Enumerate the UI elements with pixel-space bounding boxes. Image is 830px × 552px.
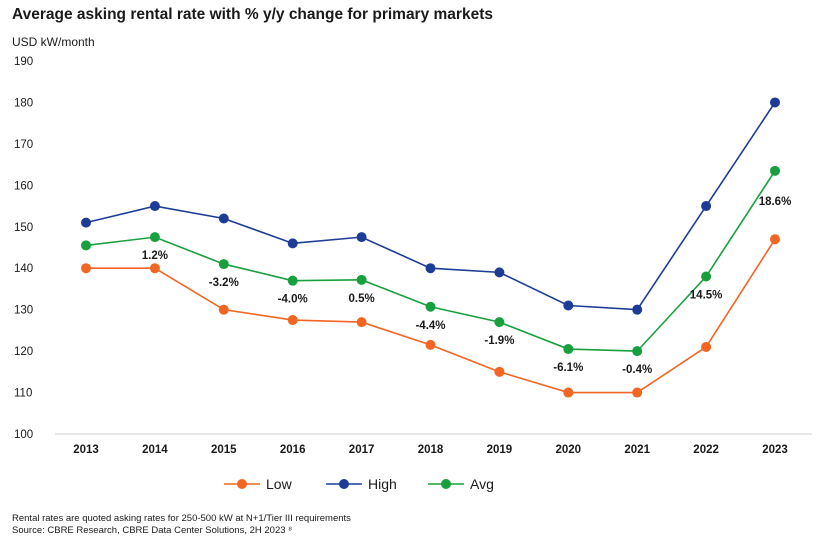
x-tick-label: 2021: [624, 444, 650, 456]
data-point-low: [425, 339, 436, 350]
x-tick-label: 2016: [280, 444, 306, 456]
data-point-high: [218, 213, 229, 224]
data-point-avg: [770, 165, 780, 176]
x-tick-label: 2014: [142, 444, 168, 456]
yoy-change-label: 1.2%: [142, 250, 168, 262]
x-tick-label: 2018: [418, 444, 444, 456]
data-point-low: [149, 263, 160, 274]
line-chart: 100 110 120 130 140 150 160 170 180 190 2013 2014 20…: [14, 56, 812, 456]
footnote-source: Source: CBRE Research, CBRE Data Center …: [12, 525, 293, 536]
x-tick-label: 2022: [693, 444, 719, 456]
legend-label: Low: [266, 476, 292, 492]
data-point-high: [425, 263, 436, 274]
data-point-high: [770, 97, 780, 108]
y-tick-label: 140: [14, 263, 33, 275]
data-point-low: [287, 315, 298, 326]
x-tick-label: 2017: [349, 444, 375, 456]
data-point-low: [632, 387, 643, 398]
data-point-high: [287, 238, 298, 249]
data-point-low: [356, 317, 367, 328]
legend-swatch: [428, 479, 464, 489]
data-point-avg: [356, 274, 367, 285]
y-tick-label: 130: [14, 305, 33, 317]
data-point-avg: [425, 301, 436, 312]
data-point-avg: [632, 346, 643, 357]
yoy-change-label: 0.5%: [348, 293, 374, 305]
data-point-avg: [287, 275, 298, 286]
yoy-change-label: -4.0%: [278, 294, 308, 306]
legend-label: Avg: [470, 476, 494, 492]
series-line-high: [85, 102, 776, 311]
footnote: Rental rates are quoted asking rates for…: [12, 513, 351, 537]
data-point-high: [81, 217, 91, 228]
y-tick-label: 170: [14, 139, 33, 151]
yoy-change-label: -3.2%: [209, 277, 239, 289]
y-axis-label: USD kW/month: [12, 35, 95, 49]
yoy-change-label: 14.5%: [690, 290, 723, 302]
chart-title: Average asking rental rate with % y/y ch…: [12, 6, 493, 23]
y-tick-label: 120: [14, 346, 33, 358]
data-point-avg: [494, 317, 505, 328]
yoy-change-label: -6.1%: [553, 362, 583, 374]
y-tick-label: 100: [14, 429, 33, 441]
y-tick-label: 180: [14, 97, 33, 109]
yoy-change-label: -1.9%: [484, 335, 514, 347]
legend-swatch: [224, 479, 260, 489]
data-point-high: [632, 304, 643, 315]
chart-legend: Low High Avg: [0, 474, 830, 496]
x-tick-label: 2020: [556, 444, 582, 456]
data-point-avg: [701, 271, 712, 282]
data-point-high: [149, 201, 160, 212]
data-point-low: [81, 263, 91, 274]
legend-item-low: Low: [224, 474, 292, 494]
data-point-high: [563, 300, 574, 311]
footnote-line-1: Rental rates are quoted asking rates for…: [12, 513, 351, 524]
y-tick-label: 150: [14, 222, 33, 234]
data-point-low: [563, 387, 574, 398]
y-tick-label: 110: [14, 388, 32, 400]
legend-label: High: [368, 476, 397, 492]
data-point-low: [218, 304, 229, 315]
y-tick-label: 160: [14, 180, 33, 192]
data-point-avg: [218, 259, 229, 270]
legend-item-avg: Avg: [428, 474, 494, 494]
x-tick-label: 2013: [73, 444, 99, 456]
x-tick-label: 2023: [762, 444, 788, 456]
data-point-low: [770, 234, 780, 245]
legend-swatch: [326, 479, 362, 489]
legend-item-high: High: [326, 474, 397, 494]
yoy-change-label: -0.4%: [622, 364, 652, 376]
data-point-avg: [81, 240, 91, 251]
data-point-low: [701, 341, 712, 352]
data-point-low: [494, 366, 505, 377]
data-point-high: [356, 232, 367, 243]
y-tick-label: 190: [14, 56, 33, 68]
yoy-change-label: 18.6%: [759, 196, 792, 208]
data-point-high: [494, 267, 505, 278]
data-point-avg: [563, 344, 574, 355]
x-tick-label: 2015: [211, 444, 237, 456]
data-point-high: [701, 201, 712, 212]
series-line-low: [86, 238, 776, 394]
x-tick-label: 2019: [487, 444, 513, 456]
data-point-avg: [149, 232, 160, 243]
yoy-change-label: -4.4%: [415, 320, 445, 332]
